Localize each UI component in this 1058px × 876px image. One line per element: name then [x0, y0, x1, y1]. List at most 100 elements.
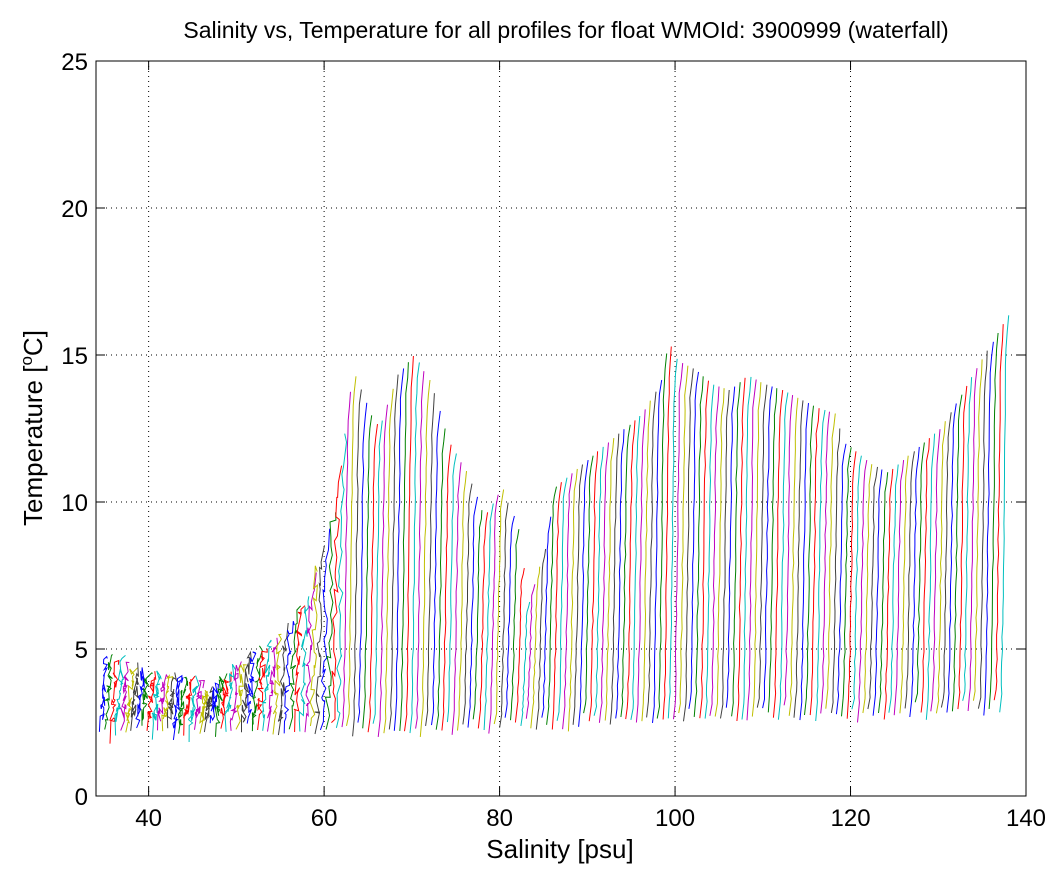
profile-line: [951, 394, 963, 712]
profile-line: [967, 368, 978, 712]
profile-line: [166, 672, 178, 729]
profile-line: [241, 650, 252, 733]
profile-line: [335, 433, 348, 729]
axis-ticks: [96, 60, 1027, 797]
profile-line: [199, 689, 210, 734]
profile-line: [229, 661, 242, 731]
profile-line: [541, 516, 552, 718]
profile-line: [98, 655, 108, 732]
profile-line: [124, 667, 138, 733]
y-tick-labels: 0 5 10 15 20 25: [61, 49, 88, 811]
profile-line: [688, 371, 699, 709]
profile-line: [946, 403, 957, 713]
y-tick-label: 15: [61, 343, 88, 370]
profile-line: [551, 482, 562, 730]
profile-line: [572, 464, 583, 725]
profile-line: [767, 388, 778, 713]
profile-line: [741, 376, 752, 720]
profile-line: [656, 353, 668, 719]
profile-line: [183, 675, 196, 736]
x-tick-label: 80: [486, 805, 513, 832]
profile-line: [820, 411, 830, 714]
profile-line: [867, 466, 878, 710]
profile-line: [593, 446, 604, 716]
profile-line: [194, 679, 205, 730]
profile-line: [415, 371, 425, 729]
profile-line: [409, 362, 420, 734]
profile-line: [609, 433, 620, 725]
profile-line: [510, 529, 520, 721]
profile-line: [457, 471, 467, 731]
profile-line: [256, 648, 268, 731]
profile-line: [699, 380, 709, 719]
chart-title: Salinity vs, Temperature for all profile…: [183, 17, 948, 43]
profile-line: [298, 596, 310, 732]
profile-line: [825, 413, 836, 709]
profile-line: [435, 428, 446, 730]
profile-line: [762, 386, 773, 709]
y-tick-label: 10: [61, 490, 88, 517]
profile-line: [830, 428, 841, 713]
profile-line: [546, 486, 557, 725]
profile-line: [756, 384, 768, 708]
profile-line: [630, 415, 641, 720]
profile-line: [646, 391, 657, 718]
profile-line: [267, 637, 279, 732]
profile-line: [272, 633, 282, 735]
profile-line: [578, 460, 589, 727]
profile-line: [477, 512, 489, 729]
profile-line: [172, 674, 184, 740]
profile-line: [377, 404, 388, 737]
profile-line: [872, 469, 883, 716]
profile-line: [935, 421, 946, 714]
profile-line: [520, 601, 531, 726]
profile-line: [141, 672, 153, 726]
profile-line: [331, 465, 343, 723]
profile-line: [899, 455, 909, 714]
profile-line: [314, 545, 325, 735]
profile-line: [367, 424, 378, 733]
profile-line: [530, 566, 541, 729]
profile-line: [809, 408, 820, 716]
profile-line: [993, 324, 1004, 701]
profile-line: [888, 464, 899, 713]
profile-line: [620, 424, 631, 718]
profile-line: [120, 661, 130, 731]
profile-line: [804, 405, 814, 716]
profile-line: [293, 605, 306, 733]
profile-line: [324, 512, 337, 730]
profile-line: [857, 460, 868, 723]
profile-line: [962, 377, 973, 701]
x-tick-label: 40: [135, 805, 162, 832]
profile-line: [925, 433, 936, 720]
profile-series: [98, 315, 1010, 744]
profile-line: [372, 420, 383, 724]
x-tick-labels: 40 60 80 100 120 140: [135, 805, 1046, 832]
profile-line: [425, 393, 435, 726]
profile-line: [583, 455, 594, 714]
profile-line: [556, 477, 568, 721]
y-axis-label-main: Temperature [: [18, 365, 48, 526]
profile-line: [615, 429, 625, 719]
profile-line: [357, 402, 368, 723]
profile-line: [815, 409, 826, 722]
profile-line: [103, 654, 113, 730]
profile-line: [514, 568, 525, 723]
profile-line: [383, 388, 394, 734]
profile-line: [567, 468, 578, 732]
profile-line: [525, 584, 536, 719]
profile-line: [235, 664, 247, 730]
profile-line: [851, 455, 862, 710]
profile-line: [604, 438, 615, 721]
plot-frame: [95, 60, 1027, 797]
profile-line: [878, 472, 889, 714]
profile-line: [598, 442, 609, 723]
profile-line: [641, 400, 651, 722]
profile-line: [277, 622, 289, 736]
profile-line: [441, 444, 452, 731]
profile-line: [251, 645, 263, 732]
profile-line: [793, 400, 804, 718]
profile-line: [203, 686, 214, 733]
